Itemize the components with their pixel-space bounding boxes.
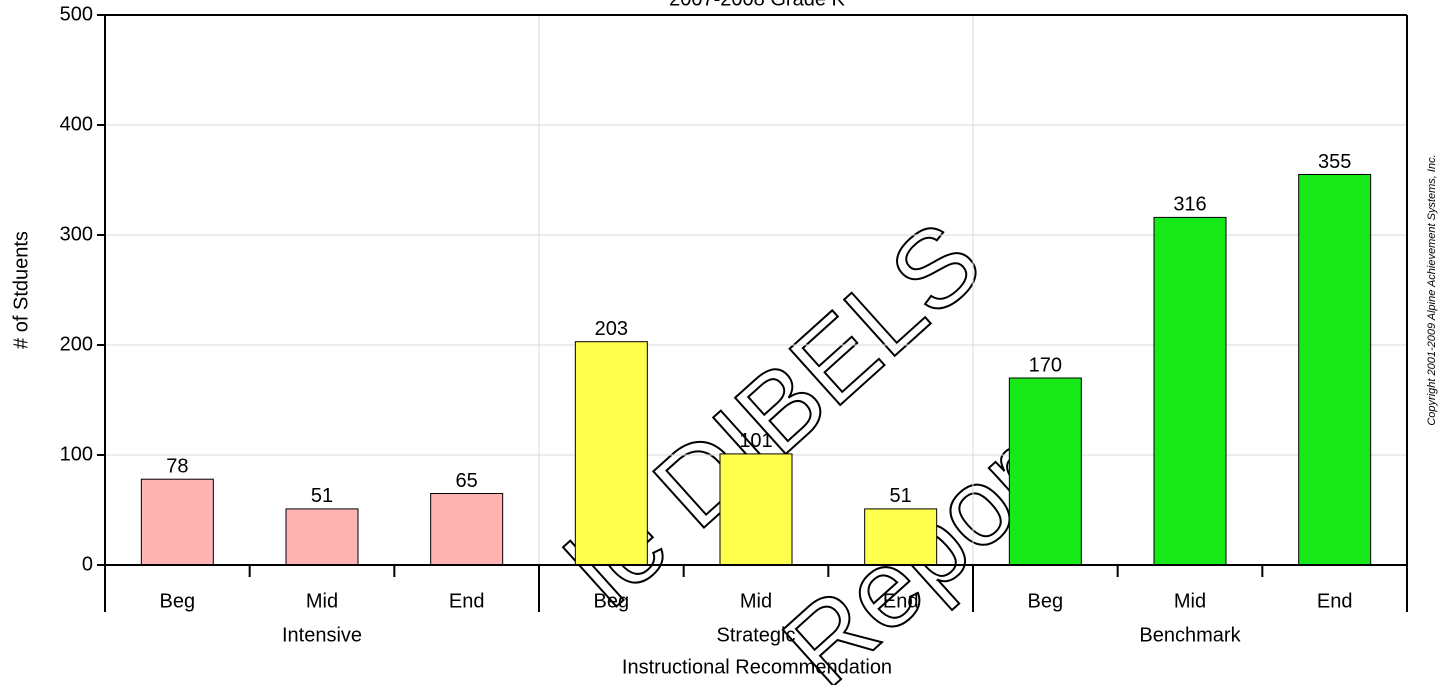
- value-label: 51: [311, 485, 333, 507]
- bar: [430, 493, 504, 566]
- group-label: Intensive: [282, 624, 362, 646]
- bar: [1153, 216, 1227, 566]
- value-label: 65: [456, 470, 478, 492]
- value-label: 78: [166, 455, 188, 477]
- value-label: 355: [1318, 151, 1351, 173]
- y-tick-label: 400: [60, 113, 93, 135]
- bar: [285, 508, 359, 566]
- chart-title: 2007-2008 Grade K: [669, 0, 845, 10]
- bar: [719, 453, 793, 566]
- copyright: Copyright 2001-2009 Alpine Achievement S…: [1426, 154, 1438, 425]
- bar: [864, 508, 938, 566]
- value-label: 203: [595, 318, 628, 340]
- bar: [574, 341, 648, 566]
- x-axis-label: Instructional Recommendation: [622, 656, 892, 678]
- bar: [1298, 174, 1372, 566]
- value-label: 101: [739, 430, 772, 452]
- y-axis-label: # of Stduents: [10, 231, 32, 349]
- x-tick-label: End: [1317, 590, 1353, 612]
- group-label: Strategic: [717, 624, 796, 646]
- y-tick-label: 100: [60, 443, 93, 465]
- x-tick-label: Mid: [1174, 590, 1206, 612]
- y-tick-label: 0: [82, 553, 93, 575]
- x-tick-label: Mid: [306, 590, 338, 612]
- y-tick-label: 300: [60, 223, 93, 245]
- x-tick-label: End: [449, 590, 485, 612]
- group-label: Benchmark: [1139, 624, 1241, 646]
- value-label: 316: [1173, 194, 1206, 216]
- bar: [1008, 377, 1082, 566]
- x-tick-label: Mid: [740, 590, 772, 612]
- x-tick-label: End: [883, 590, 919, 612]
- x-tick-label: Beg: [160, 590, 196, 612]
- x-tick-label: Beg: [594, 590, 630, 612]
- value-label: 51: [890, 485, 912, 507]
- value-label: 170: [1029, 354, 1062, 376]
- x-tick-label: Beg: [1028, 590, 1064, 612]
- bar: [140, 478, 214, 566]
- y-tick-label: 200: [60, 333, 93, 355]
- y-tick-label: 500: [60, 3, 93, 25]
